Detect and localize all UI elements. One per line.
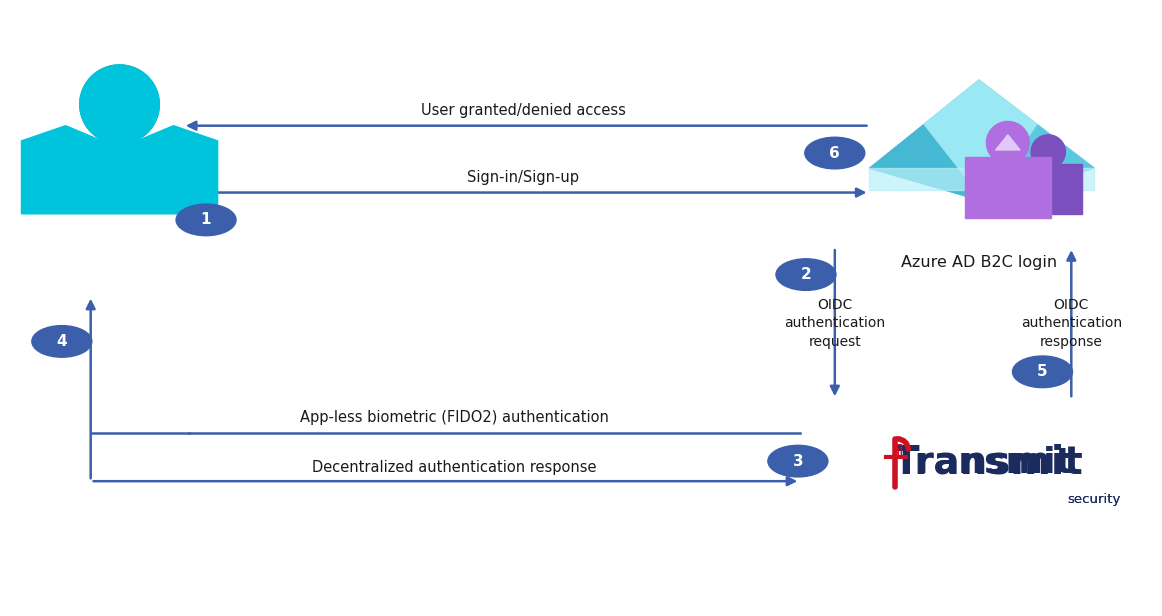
Text: security: security — [1068, 493, 1121, 506]
Text: 3: 3 — [792, 453, 803, 469]
Polygon shape — [1031, 135, 1066, 169]
Text: ransmit: ransmit — [916, 446, 1073, 480]
Polygon shape — [80, 65, 159, 144]
Polygon shape — [81, 66, 158, 143]
Polygon shape — [924, 80, 1037, 201]
Polygon shape — [869, 80, 984, 201]
Circle shape — [776, 259, 835, 290]
Circle shape — [31, 326, 92, 357]
Text: App-less biometric (FIDO2) authentication: App-less biometric (FIDO2) authenticatio… — [300, 410, 609, 425]
Circle shape — [177, 204, 236, 236]
Circle shape — [1012, 356, 1073, 387]
Text: 5: 5 — [1038, 364, 1048, 379]
Polygon shape — [987, 121, 1030, 164]
Text: 6: 6 — [830, 145, 840, 161]
Polygon shape — [80, 65, 159, 144]
Text: Azure AD B2C login: Azure AD B2C login — [901, 255, 1057, 270]
Text: OIDC
authentication
request: OIDC authentication request — [784, 298, 885, 349]
Text: 1: 1 — [201, 213, 211, 227]
Circle shape — [805, 137, 865, 169]
Polygon shape — [980, 80, 1095, 201]
Text: security: security — [1068, 493, 1121, 506]
FancyBboxPatch shape — [875, 426, 1162, 500]
Text: User granted/denied access: User granted/denied access — [421, 103, 626, 118]
Polygon shape — [869, 168, 1095, 190]
Polygon shape — [996, 135, 1020, 150]
Text: ╗: ╗ — [894, 438, 905, 457]
Polygon shape — [966, 157, 1050, 218]
Text: 4: 4 — [57, 334, 67, 349]
Polygon shape — [21, 126, 217, 214]
Circle shape — [768, 445, 827, 477]
Polygon shape — [81, 66, 158, 143]
Polygon shape — [101, 110, 138, 141]
Polygon shape — [1014, 164, 1082, 214]
Text: Transmit: Transmit — [892, 444, 1083, 482]
Text: OIDC
authentication
response: OIDC authentication response — [1020, 298, 1121, 349]
Text: 2: 2 — [801, 267, 811, 282]
Text: Sign-in/Sign-up: Sign-in/Sign-up — [467, 171, 580, 185]
Text: Decentralized authentication response: Decentralized authentication response — [311, 460, 596, 475]
